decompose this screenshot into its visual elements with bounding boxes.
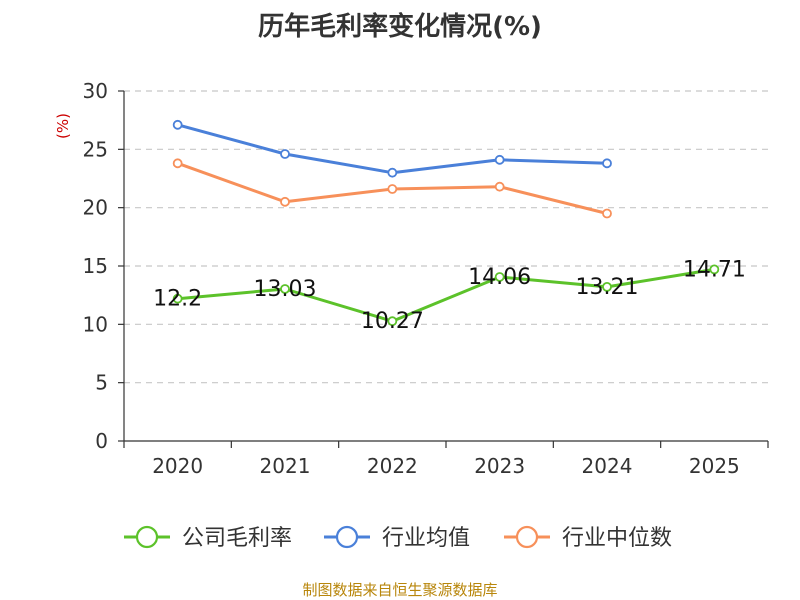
legend-label: 公司毛利率 bbox=[182, 526, 292, 551]
data-point[interactable] bbox=[387, 184, 398, 194]
x-tick-label: 2025 bbox=[689, 454, 740, 478]
data-point[interactable] bbox=[387, 316, 398, 327]
data-point[interactable] bbox=[709, 264, 720, 275]
y-tick-label: 30 bbox=[83, 79, 108, 103]
legend[interactable]: 公司毛利率 行业均值 行业中位数 bbox=[124, 525, 672, 551]
data-point[interactable] bbox=[602, 208, 612, 219]
data-point[interactable] bbox=[494, 154, 505, 165]
legend-item[interactable]: 公司毛利率 bbox=[124, 525, 292, 551]
legend-item[interactable]: 行业中位数 bbox=[504, 525, 672, 551]
grid-lines bbox=[124, 90, 768, 384]
y-tick-label: 25 bbox=[83, 137, 108, 161]
data-point[interactable] bbox=[280, 149, 290, 159]
y-tick-label: 0 bbox=[95, 429, 108, 453]
data-label: 12.2 bbox=[153, 287, 202, 312]
x-tick-label: 2021 bbox=[260, 454, 311, 478]
y-axis-label: (%) bbox=[54, 113, 72, 139]
x-tick-label: 2022 bbox=[367, 454, 418, 478]
data-point[interactable] bbox=[602, 158, 612, 169]
data-point[interactable] bbox=[172, 293, 183, 304]
data-point[interactable] bbox=[172, 119, 183, 130]
legend-marker bbox=[515, 525, 539, 549]
y-tick-label: 15 bbox=[83, 254, 108, 278]
data-point[interactable] bbox=[494, 272, 505, 282]
source-note: 制图数据来自恒生聚源数据库 bbox=[302, 581, 498, 599]
legend-label: 行业均值 bbox=[382, 526, 470, 551]
data-point[interactable] bbox=[172, 158, 183, 169]
data-label: 14.71 bbox=[683, 257, 746, 282]
data-point[interactable] bbox=[280, 284, 290, 294]
series-lines bbox=[172, 119, 720, 327]
legend-label: 行业中位数 bbox=[562, 526, 672, 551]
legend-marker bbox=[335, 525, 359, 549]
data-point[interactable] bbox=[602, 281, 612, 292]
y-tick-label: 5 bbox=[95, 371, 108, 395]
data-label: 14.06 bbox=[468, 265, 531, 290]
y-tick-label: 20 bbox=[83, 196, 108, 220]
data-labels: 12.2 13.03 10.27 14.06 13.21 14.71 bbox=[153, 257, 746, 334]
x-tick-label: 2023 bbox=[474, 454, 525, 478]
x-tick-label: 2020 bbox=[152, 454, 203, 478]
data-point[interactable] bbox=[387, 167, 398, 178]
data-point[interactable] bbox=[280, 196, 290, 207]
data-point[interactable] bbox=[494, 181, 505, 192]
data-label: 13.03 bbox=[254, 277, 317, 302]
data-label: 10.27 bbox=[361, 309, 424, 334]
legend-marker bbox=[135, 525, 159, 549]
data-label: 13.21 bbox=[576, 275, 639, 300]
chart-title: 历年毛利率变化情况(%) bbox=[258, 12, 542, 42]
y-tick-label: 10 bbox=[83, 312, 108, 336]
legend-item[interactable]: 行业均值 bbox=[324, 525, 470, 551]
x-tick-label: 2024 bbox=[582, 454, 633, 478]
series-line bbox=[177, 267, 715, 323]
